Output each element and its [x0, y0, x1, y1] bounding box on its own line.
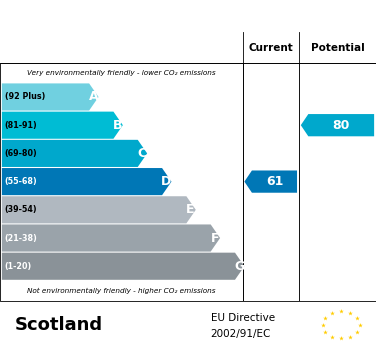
Polygon shape [301, 114, 374, 136]
Bar [0, 63, 243, 301]
Polygon shape [244, 171, 297, 193]
Text: Not environmentally friendly - higher CO₂ emissions: Not environmentally friendly - higher CO… [27, 288, 215, 294]
Text: (21-38): (21-38) [5, 234, 37, 243]
Text: B: B [113, 119, 123, 132]
Polygon shape [2, 168, 171, 195]
Text: Very environmentally friendly - lower CO₂ emissions: Very environmentally friendly - lower CO… [27, 70, 215, 77]
Text: (92 Plus): (92 Plus) [5, 93, 45, 102]
Text: G: G [234, 260, 244, 273]
Bar [299, 63, 376, 301]
Text: EU Directive: EU Directive [211, 314, 275, 323]
Polygon shape [2, 112, 123, 139]
Text: (81-91): (81-91) [5, 121, 37, 130]
Bar [243, 63, 299, 301]
Text: Current: Current [248, 43, 293, 53]
Text: C: C [137, 147, 147, 160]
Polygon shape [2, 196, 196, 223]
Text: 61: 61 [266, 175, 283, 188]
Text: Environmental Impact (CO₂) Rating: Environmental Impact (CO₂) Rating [51, 9, 325, 23]
Text: (39-54): (39-54) [5, 205, 37, 214]
Text: E: E [186, 203, 195, 216]
Polygon shape [2, 140, 147, 167]
Polygon shape [2, 253, 244, 280]
Text: F: F [211, 231, 219, 245]
Text: Scotland: Scotland [15, 316, 103, 333]
Text: (1-20): (1-20) [5, 262, 32, 271]
Text: (69-80): (69-80) [5, 149, 37, 158]
Text: 80: 80 [332, 119, 350, 132]
Text: D: D [161, 175, 171, 188]
Polygon shape [2, 224, 220, 252]
Text: Potential: Potential [311, 43, 364, 53]
Polygon shape [2, 84, 99, 111]
Text: 2002/91/EC: 2002/91/EC [211, 329, 271, 339]
Text: A: A [89, 90, 98, 103]
Text: (55-68): (55-68) [5, 177, 37, 186]
